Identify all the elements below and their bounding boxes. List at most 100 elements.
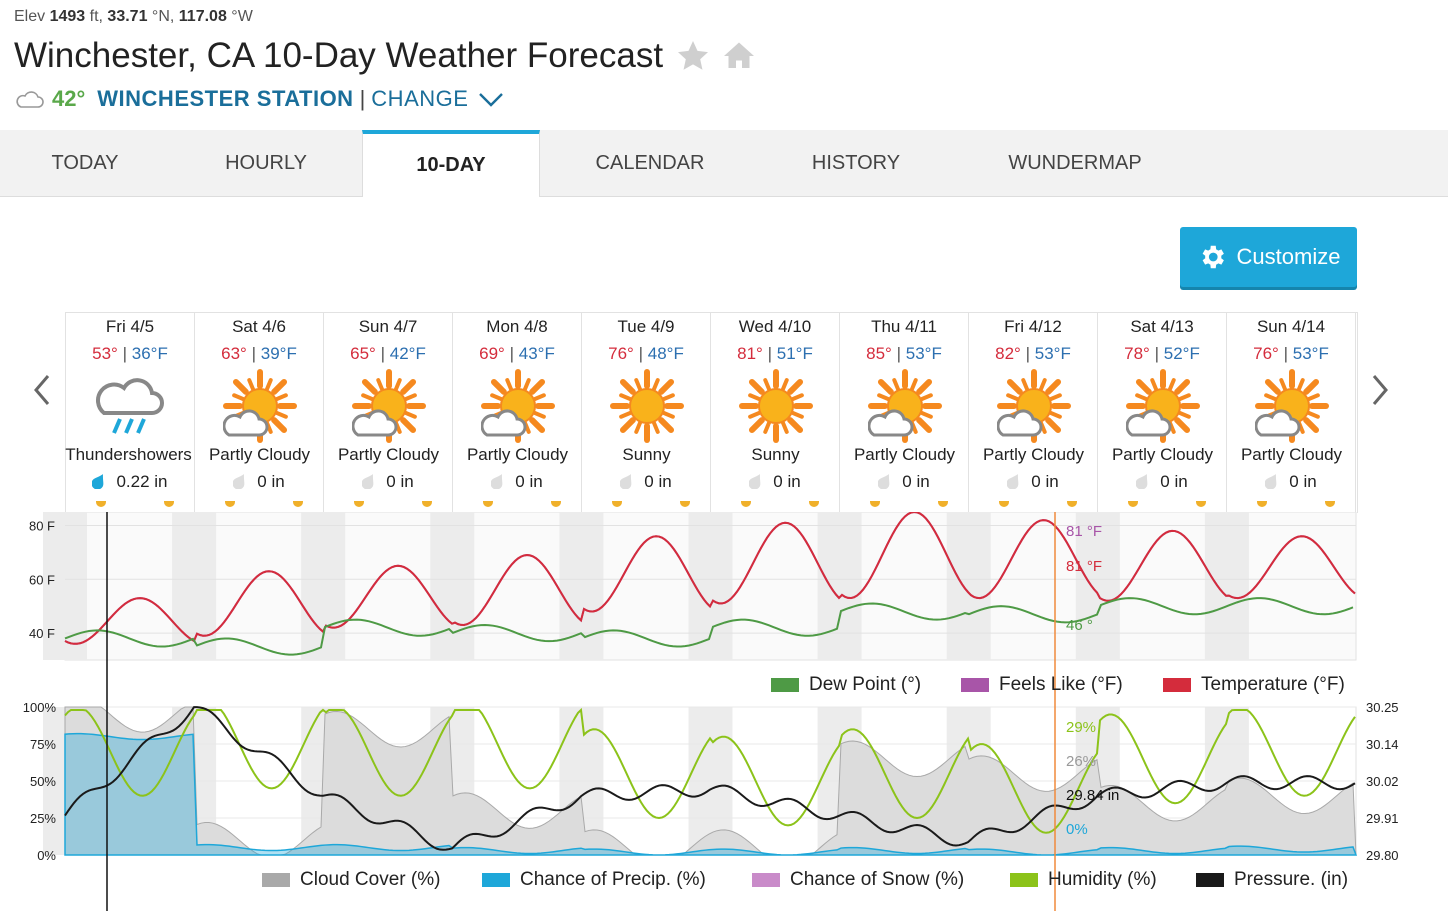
day-name: Fri 4/12 [1004, 317, 1062, 336]
y-tick-label: 40 F [29, 626, 55, 641]
high-temp: 76° [1253, 344, 1279, 363]
high-temp: 69° [479, 344, 505, 363]
sunny-icon [610, 369, 684, 443]
day-column[interactable]: Thu 4/11 85° | 53°F Partly Cloudy 0 in [840, 313, 969, 513]
y-tick-label: 0% [37, 848, 56, 863]
tab-history[interactable]: HISTORY [811, 152, 901, 174]
day-column[interactable]: Wed 4/10 81° | 51°F Sunny 0 in [711, 313, 840, 513]
tab-hourly[interactable]: HOURLY [225, 152, 307, 174]
partly-cloudy-icon [1125, 369, 1200, 443]
sunset-icon [1325, 501, 1335, 507]
partly-cloudy-icon [996, 369, 1071, 443]
tab-10-day[interactable]: 10-DAY [362, 130, 540, 197]
hover-humidity: 29% [1066, 719, 1096, 736]
change-station-button[interactable]: CHANGE [371, 86, 469, 111]
day-temps: 69° | 43°F [479, 344, 555, 363]
day-column[interactable]: Mon 4/8 69° | 43°F Partly Cloudy 0 in [453, 313, 582, 513]
day-name: Sun 4/14 [1256, 317, 1326, 336]
tab-today[interactable]: TODAY [51, 152, 119, 174]
low-temp: 53°F [1034, 344, 1071, 363]
partly-cloudy-icon [867, 369, 942, 443]
gear-icon [1202, 245, 1224, 269]
day-column[interactable]: Sun 4/7 65° | 42°F Partly Cloudy 0 in [324, 313, 453, 513]
partly-cloudy-icon [351, 369, 426, 443]
day-column[interactable]: Sat 4/13 78° | 52°F Partly Cloudy 0 in [1098, 313, 1227, 513]
star-icon[interactable] [675, 38, 711, 74]
chevron-right-icon[interactable] [1370, 372, 1390, 408]
legend-cloud-cover[interactable]: Cloud Cover (%) [262, 869, 440, 891]
day-column[interactable]: Sat 4/6 63° | 39°F Partly Cloudy 0 in [195, 313, 324, 513]
precip-amount: 0 in [324, 472, 452, 492]
legend-pressure[interactable]: Pressure. (in) [1196, 869, 1348, 891]
high-temp: 53° [92, 344, 118, 363]
legend-chance-snow[interactable]: Chance of Snow (%) [752, 869, 964, 891]
prev-days-button[interactable] [32, 372, 52, 418]
legend-dew-point[interactable]: Dew Point (°) [771, 674, 921, 696]
y-tick-label-right: 29.80 [1366, 848, 1399, 863]
forecast-tabs: TODAY HOURLY 10-DAY CALENDAR HISTORY WUN… [0, 130, 1448, 197]
chevron-left-icon[interactable] [32, 372, 52, 408]
chevron-down-icon[interactable] [476, 89, 506, 109]
home-icon[interactable] [721, 38, 757, 74]
low-temp: 39°F [260, 344, 297, 363]
legend-humidity[interactable]: Humidity (%) [1010, 869, 1157, 891]
raindrop-icon [1136, 474, 1148, 489]
latitude-value: 33.71 [107, 8, 148, 25]
tab-wundermap[interactable]: WUNDERMAP [1008, 152, 1142, 174]
raindrop-icon [1265, 474, 1277, 489]
low-temp: 48°F [647, 344, 684, 363]
hover-temperature: 81 °F [1066, 558, 1102, 575]
tab-calendar[interactable]: CALENDAR [595, 152, 705, 174]
legend-chance-precip[interactable]: Chance of Precip. (%) [482, 869, 706, 891]
sunrise-icon [999, 501, 1009, 507]
customize-button[interactable]: Customize [1180, 227, 1357, 287]
day-column[interactable]: Fri 4/5 53° | 36°F Thundershowers 0.22 i… [65, 313, 195, 513]
day-name: Thu 4/11 [871, 317, 937, 336]
precip-amount: 0 in [453, 472, 581, 492]
high-temp: 82° [995, 344, 1021, 363]
condition-label: Partly Cloudy [1111, 445, 1214, 464]
day-column[interactable]: Fri 4/12 82° | 53°F Partly Cloudy 0 in [969, 313, 1098, 513]
legend-feels-like[interactable]: Feels Like (°F) [961, 674, 1123, 696]
y-tick-label-right: 30.25 [1366, 700, 1399, 715]
sunrise-icon [1128, 501, 1138, 507]
day-column[interactable]: Sun 4/14 76° | 53°F Partly Cloudy 0 in [1227, 313, 1356, 513]
sunset-icon [422, 501, 432, 507]
condition-label: Partly Cloudy [982, 445, 1085, 464]
raindrop-icon [233, 474, 245, 489]
next-days-button[interactable] [1370, 372, 1390, 418]
location-coordinates: Elev 1493 ft, 33.71 °N, 117.08 °W [14, 8, 253, 25]
night-band [559, 512, 604, 660]
sunrise-icon [96, 501, 106, 507]
day-temps: 82° | 53°F [995, 344, 1071, 363]
sunset-icon [1196, 501, 1206, 507]
title-row: Winchester, CA 10-Day Weather Forecast [14, 36, 757, 76]
condition-label: Sunny [622, 445, 671, 464]
legend-temperature[interactable]: Temperature (°F) [1163, 674, 1345, 696]
y-tick-label-right: 30.02 [1366, 774, 1399, 789]
sunrise-icon [483, 501, 493, 507]
station-name[interactable]: WINCHESTER STATION [97, 86, 354, 111]
thunderstorm-icon [94, 369, 168, 443]
high-temp: 85° [866, 344, 892, 363]
y-tick-label: 50% [30, 774, 56, 789]
day-temps: 78° | 52°F [1124, 344, 1200, 363]
sunrise-icon [741, 501, 751, 507]
y-tick-label-right: 29.91 [1366, 811, 1399, 826]
hover-pressure: 29.84 in [1066, 787, 1119, 804]
hover-precip: 0% [1066, 821, 1088, 838]
precip-amount: 0 in [711, 472, 839, 492]
hover-cloud-cover: 26% [1066, 753, 1096, 770]
sunset-icon [680, 501, 690, 507]
day-column[interactable]: Tue 4/9 76° | 48°F Sunny 0 in [582, 313, 711, 513]
raindrop-icon [878, 474, 890, 489]
y-tick-label: 60 F [29, 572, 55, 587]
dew-point-line [64, 597, 1354, 656]
low-temp: 52°F [1163, 344, 1200, 363]
condition-label: Sunny [751, 445, 800, 464]
chance-precip-area [64, 732, 1358, 856]
current-temperature: 42° [52, 86, 86, 111]
day-temps: 76° | 53°F [1253, 344, 1329, 363]
hover-dew-point: 46 ° [1066, 617, 1093, 634]
day-name: Sat 4/6 [232, 317, 286, 336]
